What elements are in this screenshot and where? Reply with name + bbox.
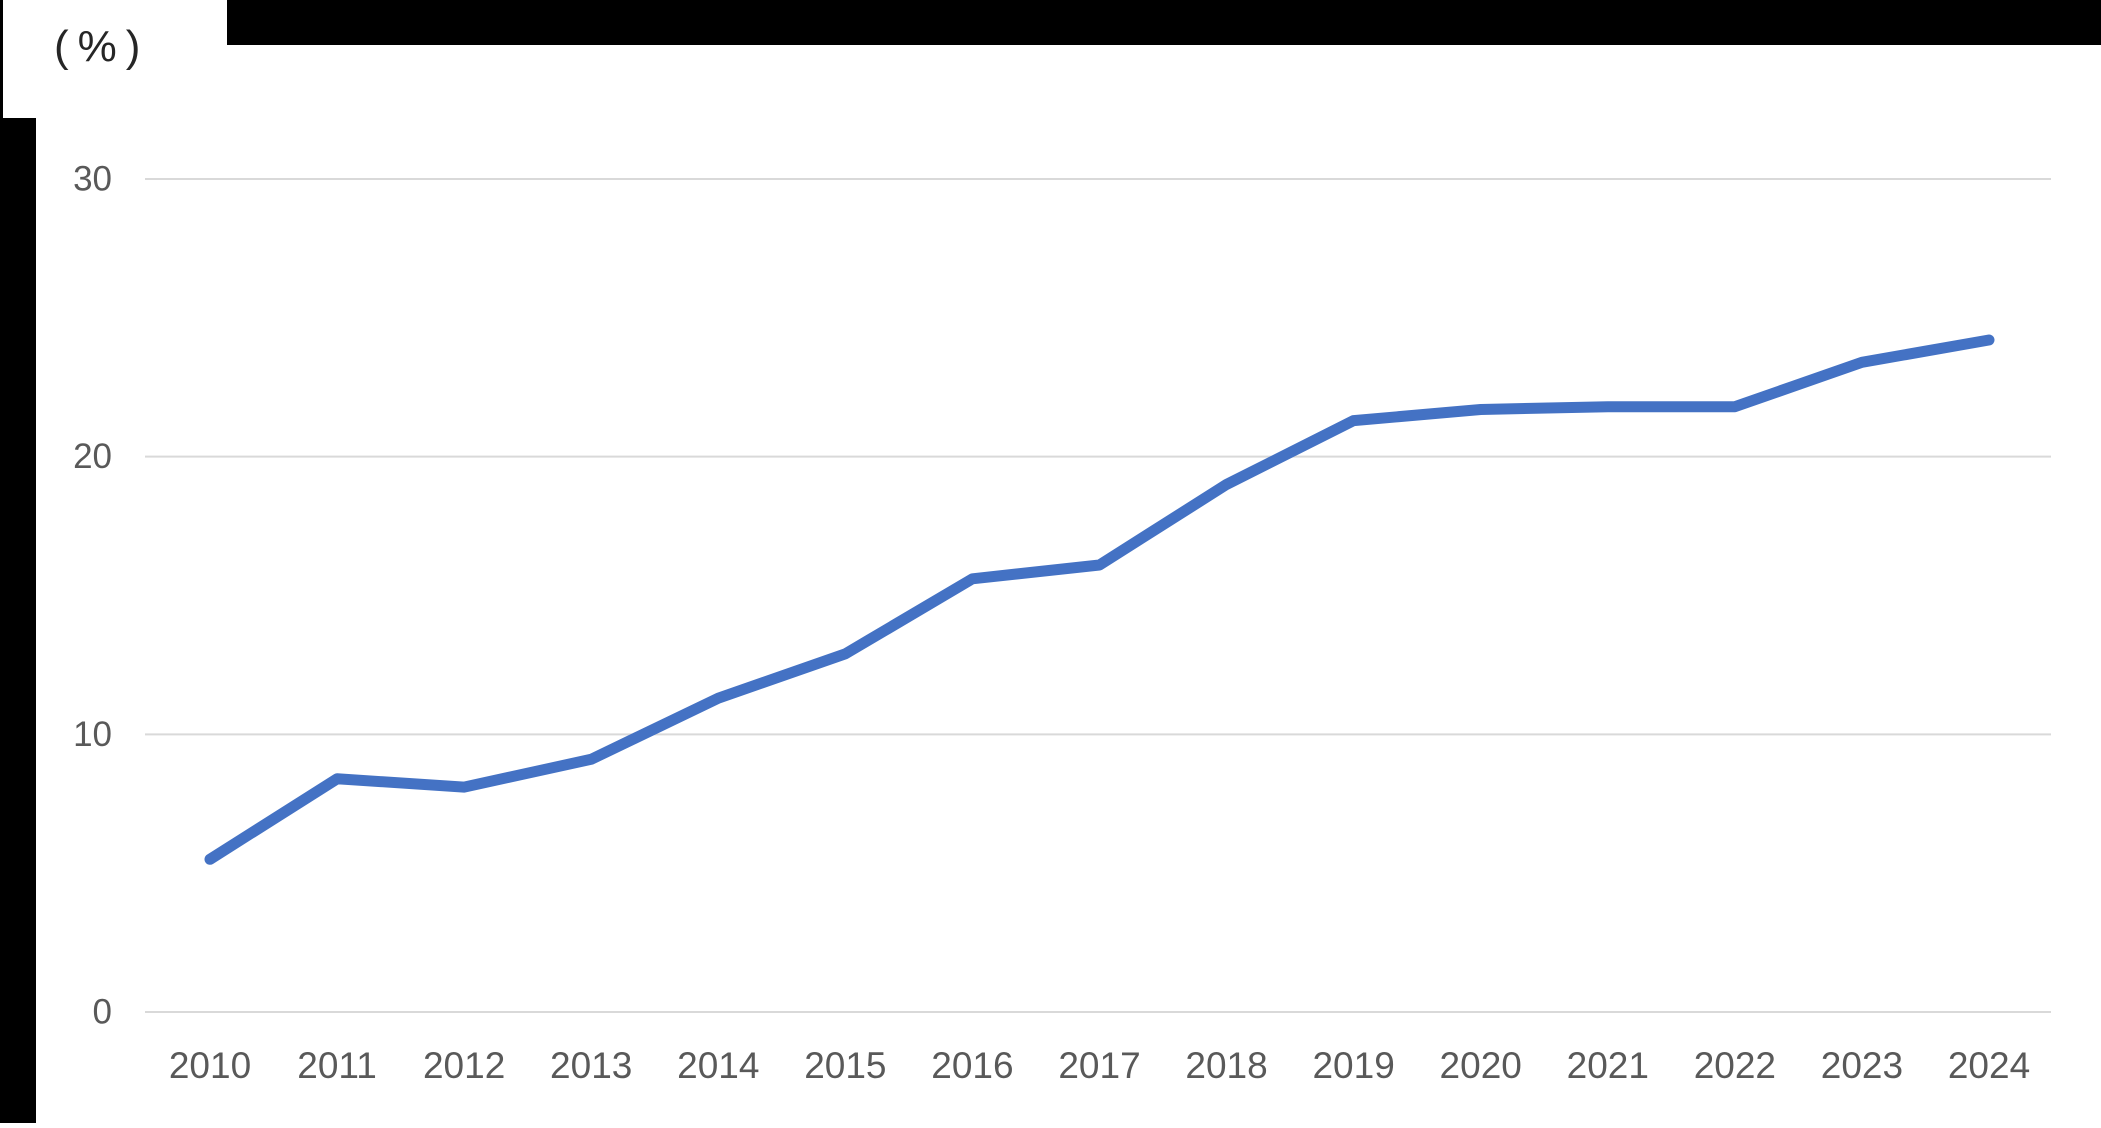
x-tick-label: 2011 bbox=[297, 1045, 377, 1086]
x-tick-label: 2017 bbox=[1058, 1045, 1140, 1086]
x-tick-label: 2015 bbox=[804, 1045, 886, 1086]
y-tick-label: 20 bbox=[73, 437, 112, 476]
x-tick-label: 2016 bbox=[931, 1045, 1013, 1086]
left-edge-redaction-line bbox=[0, 0, 3, 118]
x-tick-label: 2012 bbox=[423, 1045, 505, 1086]
y-axis-unit-label: (%) bbox=[54, 22, 150, 71]
x-tick-label: 2023 bbox=[1821, 1045, 1903, 1086]
x-tick-label: 2010 bbox=[169, 1045, 251, 1086]
y-tick-label: 30 bbox=[73, 160, 112, 199]
x-tick-label: 2013 bbox=[550, 1045, 632, 1086]
redacted-title-bar bbox=[227, 0, 2101, 45]
left-edge-redaction-strip bbox=[0, 118, 36, 1123]
y-tick-label: 0 bbox=[93, 993, 112, 1032]
x-tick-label: 2018 bbox=[1185, 1045, 1267, 1086]
data-series-line bbox=[204, 334, 1995, 865]
x-tick-label: 2024 bbox=[1948, 1045, 2030, 1086]
x-tick-label: 2022 bbox=[1694, 1045, 1776, 1086]
x-tick-label: 2021 bbox=[1567, 1045, 1649, 1086]
x-tick-label: 2019 bbox=[1312, 1045, 1394, 1086]
x-tick-label: 2020 bbox=[1440, 1045, 1522, 1086]
x-tick-label: 2014 bbox=[677, 1045, 759, 1086]
y-tick-label: 10 bbox=[73, 715, 112, 754]
